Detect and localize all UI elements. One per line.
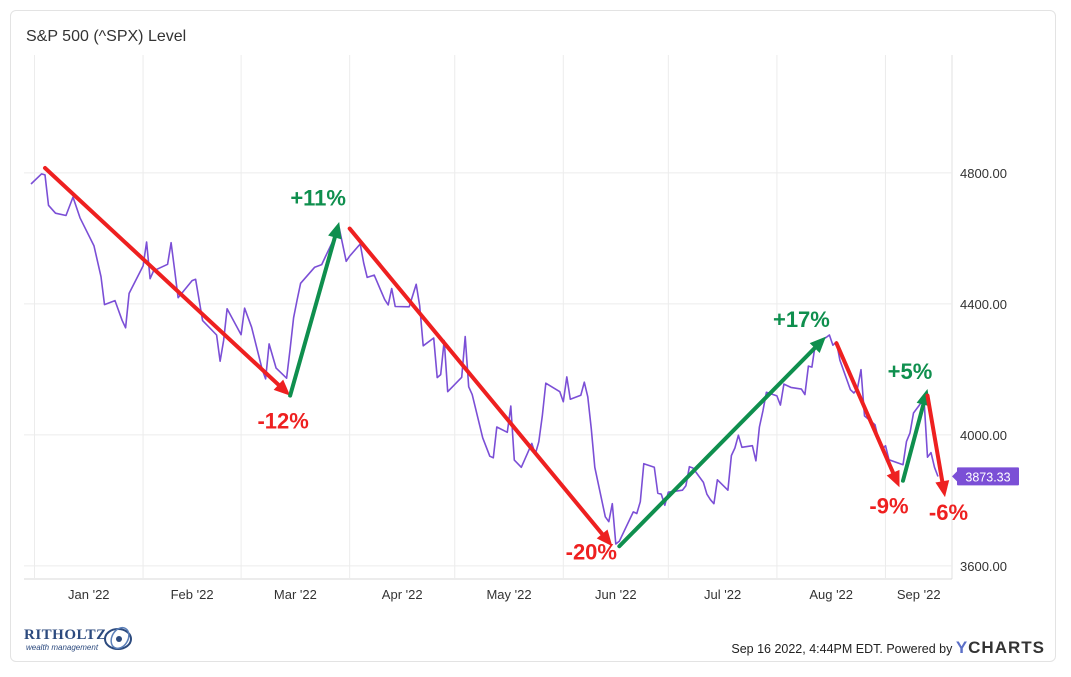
trend-arrow-head bbox=[809, 336, 826, 353]
percent-change-label: -20% bbox=[566, 539, 617, 564]
ycharts-y: Y bbox=[955, 638, 969, 657]
trend-arrow-shaft bbox=[347, 226, 605, 536]
x-tick-label: Jul '22 bbox=[704, 587, 741, 602]
last-value-marker: 3873.33 bbox=[952, 467, 1019, 486]
y-tick-label: 4000.00 bbox=[960, 428, 1007, 443]
x-tick-label: Sep '22 bbox=[897, 587, 941, 602]
x-tick-label: May '22 bbox=[486, 587, 531, 602]
percent-change-label: -6% bbox=[929, 500, 968, 525]
last-value-label: 3873.33 bbox=[965, 470, 1010, 484]
trend-arrow-head bbox=[935, 480, 950, 498]
y-tick-label: 4800.00 bbox=[960, 166, 1007, 181]
x-tick-label: Mar '22 bbox=[274, 587, 317, 602]
percent-change-label: -9% bbox=[869, 494, 908, 519]
trend-arrow-head bbox=[596, 529, 613, 547]
timestamp: Sep 16 2022, 4:44PM EDT. Powered by bbox=[731, 642, 953, 656]
x-tick-label: Feb '22 bbox=[171, 587, 214, 602]
x-tick-label: Apr '22 bbox=[382, 587, 423, 602]
last-value-pointer bbox=[952, 470, 958, 483]
trend-arrow-shaft bbox=[288, 235, 337, 398]
footer-credit: Sep 16 2022, 4:44PM EDT. Powered by YCHA… bbox=[731, 638, 1045, 658]
trend-arrow-shaft bbox=[900, 402, 926, 483]
percent-change-label: +5% bbox=[888, 359, 933, 384]
logo-swirl-icon bbox=[104, 626, 132, 650]
ycharts-text: CHARTS bbox=[968, 638, 1045, 657]
ritholtz-logo: RITHOLTZ wealth management bbox=[24, 624, 144, 656]
percent-change-label: +11% bbox=[290, 186, 346, 211]
annotations: -12% +11% -20% +17% -9% +5% -6% bbox=[43, 165, 968, 564]
trend-arrow-head bbox=[886, 469, 900, 488]
last-value-badge bbox=[957, 467, 1019, 486]
trend-arrow-shaft bbox=[834, 341, 896, 475]
y-axis: 4800.00 4400.00 4000.00 3600.00 bbox=[960, 166, 1007, 574]
trend-arrow-shaft bbox=[925, 393, 945, 484]
y-tick-label: 4400.00 bbox=[960, 297, 1007, 312]
grid bbox=[24, 55, 953, 580]
trend-arrow-shaft bbox=[43, 165, 281, 387]
trend-arrow-head bbox=[273, 379, 291, 396]
chart-title: S&P 500 (^SPX) Level bbox=[26, 28, 187, 45]
trend-arrow-head bbox=[328, 222, 342, 240]
ycharts-logo[interactable]: YCHARTS bbox=[956, 638, 1045, 657]
x-tick-label: Jan '22 bbox=[68, 587, 110, 602]
logo-name: RITHOLTZ bbox=[24, 627, 107, 643]
percent-change-label: -12% bbox=[257, 408, 308, 433]
chart-frame bbox=[10, 10, 1056, 662]
x-axis: Jan '22 Feb '22 Mar '22 Apr '22 May '22 Jun '… bbox=[68, 587, 941, 602]
logo-subtitle: wealth management bbox=[26, 643, 99, 652]
percent-change-label: +17% bbox=[773, 307, 830, 332]
x-tick-label: Aug '22 bbox=[809, 587, 853, 602]
x-tick-label: Jun '22 bbox=[595, 587, 637, 602]
y-tick-label: 3600.00 bbox=[960, 559, 1007, 574]
trend-arrow-shaft bbox=[617, 346, 817, 549]
